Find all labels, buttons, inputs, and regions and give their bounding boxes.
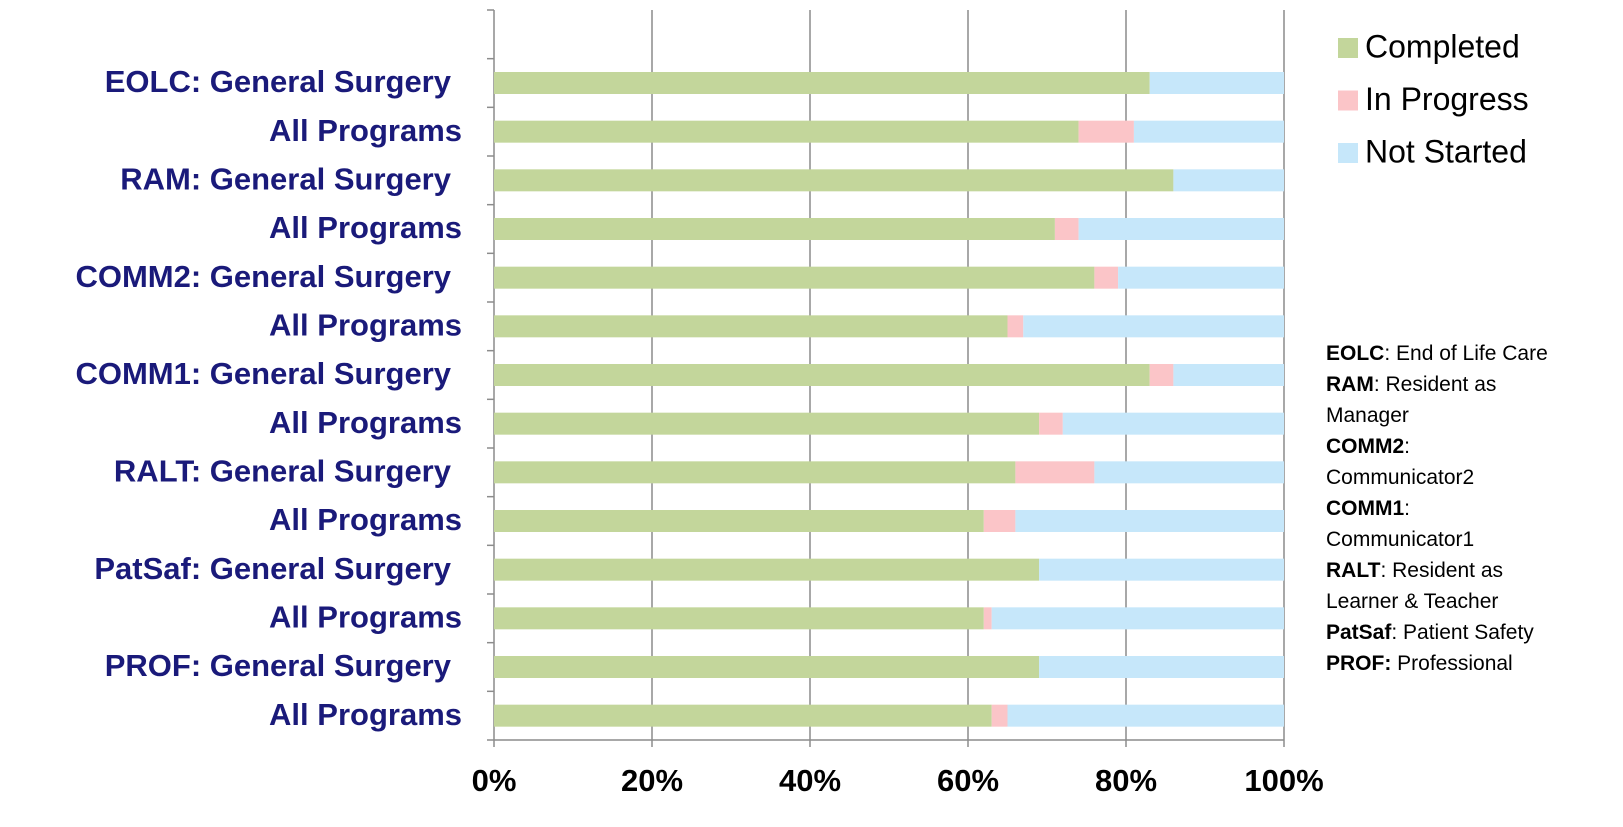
bar-segment <box>494 120 1079 143</box>
legend-label: Completed <box>1365 28 1520 64</box>
bar-segment <box>1173 169 1284 192</box>
abbreviation-text: : Communicator2 <box>1326 435 1475 489</box>
bar-segment <box>1078 120 1134 143</box>
category-label: PROF: General Surgery <box>105 648 452 683</box>
bar-segment <box>983 607 992 630</box>
bar-segment <box>1039 558 1284 581</box>
abbreviation-text: : Patient Safety <box>1391 621 1534 644</box>
abbreviation-note: EOLC: End of Life Care <box>1326 338 1561 369</box>
bar-segment <box>1015 510 1284 532</box>
bar-segment <box>494 72 1150 94</box>
bar-segment <box>494 412 1040 435</box>
abbreviation-note: RAM: Resident as Manager <box>1326 369 1561 431</box>
abbreviation-term: RALT <box>1326 559 1381 582</box>
abbreviation-note: PROF: Professional <box>1326 648 1561 679</box>
category-label: COMM1: General Surgery <box>75 356 451 391</box>
x-tick-label: 60% <box>937 763 999 798</box>
abbreviation-note: COMM1: Communicator1 <box>1326 493 1561 555</box>
legend-label: Not Started <box>1365 133 1527 169</box>
bar-segment <box>1007 704 1284 727</box>
bar-segment <box>494 558 1040 581</box>
abbreviation-term: PROF: <box>1326 652 1392 675</box>
category-label: RAM: General Surgery <box>120 162 452 197</box>
abbreviation-term: EOLC <box>1326 342 1385 365</box>
x-tick-label: 100% <box>1244 763 1323 798</box>
bar-segment <box>1149 364 1174 386</box>
bar-segment <box>1149 72 1284 94</box>
category-label: RALT: General Surgery <box>114 454 452 489</box>
bar-segment <box>1173 364 1284 386</box>
bar-segment <box>494 169 1174 192</box>
bar-segment <box>1007 315 1024 338</box>
category-label: PatSaf: General Surgery <box>94 551 451 586</box>
category-label: All Programs <box>269 308 462 343</box>
bar-segment <box>1094 266 1119 289</box>
bar-segment <box>494 510 984 532</box>
bar-segment <box>494 364 1150 386</box>
category-label: All Programs <box>269 405 462 440</box>
bar-segment <box>1094 461 1284 484</box>
category-label: EOLC: General Surgery <box>105 64 452 99</box>
bar-segment <box>1039 412 1063 435</box>
category-label: All Programs <box>269 600 462 635</box>
abbreviation-term: RAM <box>1326 373 1374 396</box>
bar-segment <box>1054 218 1079 240</box>
abbreviation-note: RALT: Resident as Learner & Teacher <box>1326 555 1561 617</box>
bar-segment <box>1015 461 1095 484</box>
bar-segment <box>494 315 1008 338</box>
abbreviation-text: Professional <box>1391 652 1513 675</box>
bar-segment <box>1023 315 1284 338</box>
bar-segment <box>494 656 1040 678</box>
abbreviation-term: COMM2 <box>1326 435 1405 458</box>
legend-swatch <box>1338 90 1358 111</box>
bar-segment <box>494 607 984 630</box>
bar-segment <box>1133 120 1284 143</box>
bar-segment <box>1062 412 1284 435</box>
category-label: COMM2: General Surgery <box>75 259 451 294</box>
bar-segment <box>494 218 1055 240</box>
x-tick-label: 0% <box>472 763 517 798</box>
bar-segment <box>494 266 1095 289</box>
category-label: All Programs <box>269 697 462 732</box>
category-label: All Programs <box>269 210 462 245</box>
bar-segment <box>1118 266 1284 289</box>
bar-segment <box>494 704 992 727</box>
abbreviation-note: COMM2: Communicator2 <box>1326 431 1561 493</box>
abbreviation-term: PatSaf <box>1326 621 1392 644</box>
x-tick-label: 20% <box>621 763 683 798</box>
abbreviation-text: : Resident as Learner & Teacher <box>1326 559 1504 613</box>
bar-segment <box>983 510 1016 532</box>
abbreviation-notes: EOLC: End of Life Care RAM: Resident as M… <box>1326 338 1561 679</box>
abbreviation-term: COMM1 <box>1326 497 1405 520</box>
abbreviation-text: : End of Life Care <box>1384 342 1548 365</box>
bar-segment <box>494 461 1016 484</box>
category-label: All Programs <box>269 113 462 148</box>
bar-segment <box>1078 218 1284 240</box>
category-label: All Programs <box>269 502 462 537</box>
abbreviation-text: : Communicator1 <box>1326 497 1475 551</box>
legend-swatch <box>1338 38 1358 58</box>
legend-swatch <box>1338 143 1358 163</box>
x-tick-label: 40% <box>779 763 841 798</box>
bar-segment <box>991 704 1008 727</box>
x-tick-label: 80% <box>1095 763 1157 798</box>
abbreviation-text: : Resident as Manager <box>1326 373 1497 427</box>
abbreviation-note: PatSaf: Patient Safety <box>1326 617 1561 648</box>
bar-segment <box>1039 656 1284 678</box>
legend-label: In Progress <box>1365 81 1529 117</box>
bar-segment <box>991 607 1284 630</box>
